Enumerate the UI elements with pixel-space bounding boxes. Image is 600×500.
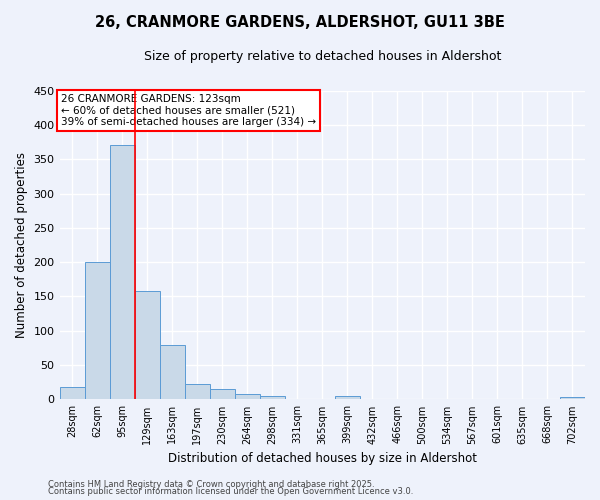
- Title: Size of property relative to detached houses in Aldershot: Size of property relative to detached ho…: [143, 50, 501, 63]
- Bar: [134, 291, 160, 400]
- Bar: [85, 262, 110, 400]
- Text: Contains public sector information licensed under the Open Government Licence v3: Contains public sector information licen…: [48, 487, 413, 496]
- Bar: [185, 384, 209, 400]
- Bar: [560, 396, 585, 400]
- Bar: [160, 344, 185, 400]
- Y-axis label: Number of detached properties: Number of detached properties: [15, 152, 28, 338]
- Bar: [335, 396, 360, 400]
- Bar: [260, 396, 285, 400]
- X-axis label: Distribution of detached houses by size in Aldershot: Distribution of detached houses by size …: [168, 452, 477, 465]
- Text: 26 CRANMORE GARDENS: 123sqm
← 60% of detached houses are smaller (521)
39% of se: 26 CRANMORE GARDENS: 123sqm ← 60% of det…: [61, 94, 316, 127]
- Bar: [235, 394, 260, 400]
- Text: 26, CRANMORE GARDENS, ALDERSHOT, GU11 3BE: 26, CRANMORE GARDENS, ALDERSHOT, GU11 3B…: [95, 15, 505, 30]
- Bar: [59, 387, 85, 400]
- Bar: [110, 146, 134, 400]
- Text: Contains HM Land Registry data © Crown copyright and database right 2025.: Contains HM Land Registry data © Crown c…: [48, 480, 374, 489]
- Bar: [209, 389, 235, 400]
